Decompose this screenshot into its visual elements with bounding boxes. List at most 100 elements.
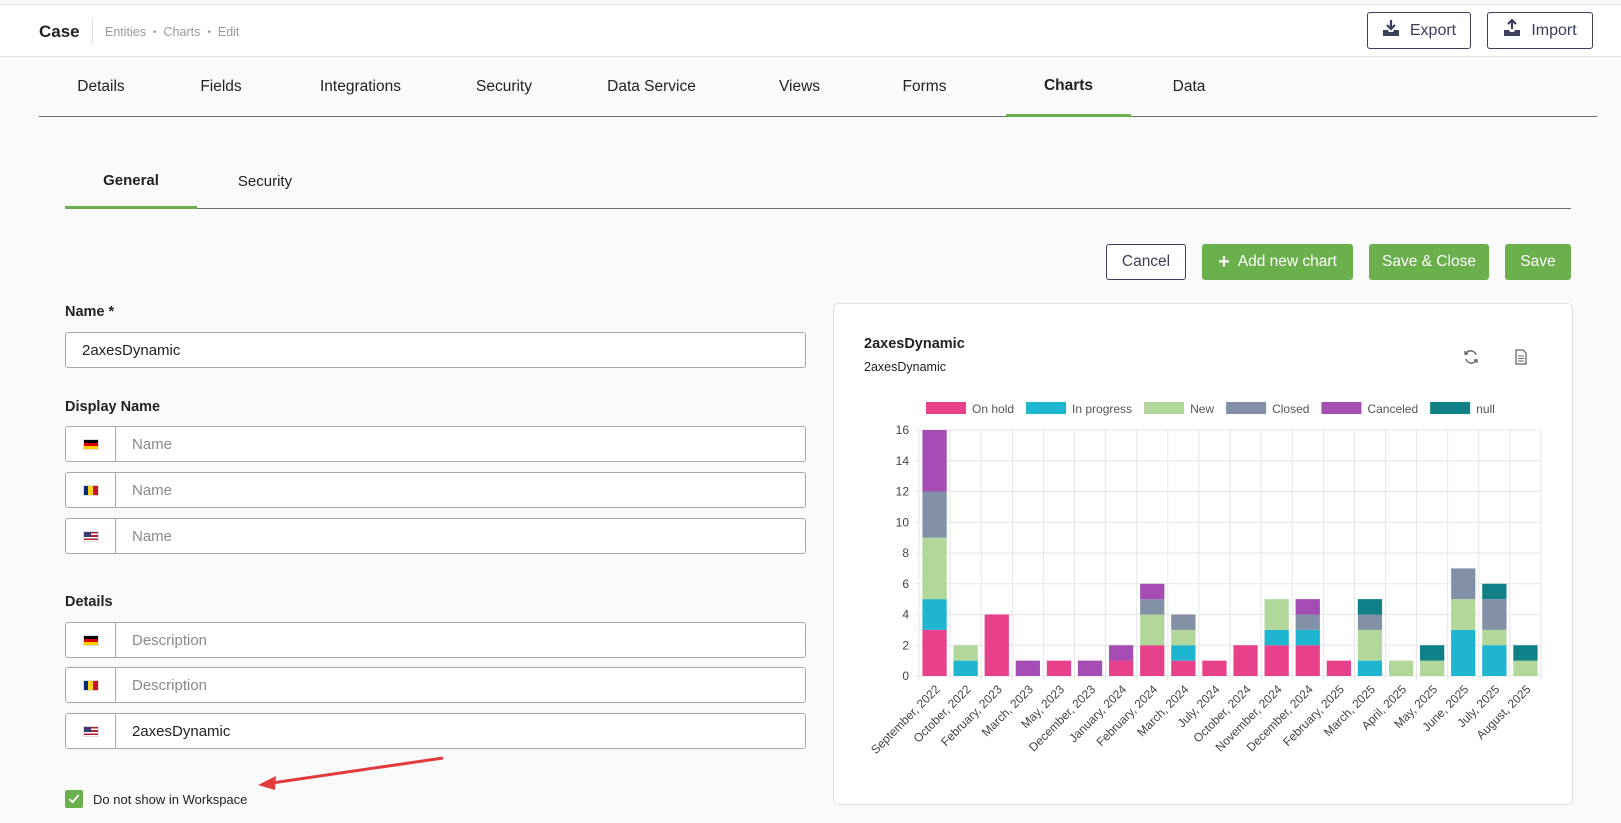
tab-views[interactable]: Views: [778, 78, 821, 95]
display-name-field-ro[interactable]: Name: [65, 472, 806, 508]
tab-data-service[interactable]: Data Service: [607, 78, 696, 95]
save-close-button[interactable]: Save & Close: [1369, 244, 1489, 280]
details-input-ro[interactable]: Description: [132, 676, 208, 694]
bar-segment: [1140, 599, 1165, 615]
y-tick-label: 6: [902, 577, 909, 591]
bar-segment: [1326, 660, 1351, 676]
bar-segment: [1482, 645, 1507, 676]
bar-segment: [1513, 660, 1538, 676]
y-tick-label: 14: [896, 454, 910, 468]
page-content: Details Fields Integrations Security Dat…: [0, 57, 1621, 823]
details-input-us[interactable]: 2axesDynamic: [132, 722, 231, 740]
import-label: Import: [1531, 21, 1577, 39]
hide-workspace-checkbox[interactable]: [65, 790, 83, 808]
bar-segment: [1109, 660, 1134, 676]
bar-segment: [1171, 614, 1196, 630]
details-input-de[interactable]: Description: [132, 631, 208, 649]
flag-us-icon: [66, 714, 116, 748]
bar-segment: [1202, 660, 1227, 676]
legend-label: New: [1190, 402, 1214, 416]
y-tick-label: 16: [896, 423, 910, 437]
bar-segment: [1171, 629, 1196, 646]
bar-segment: [1451, 599, 1476, 630]
flag-de-icon: [66, 623, 116, 657]
bar-segment: [922, 629, 947, 676]
sub-tabs: General Security: [65, 154, 1571, 209]
subtab-general[interactable]: General: [65, 154, 197, 209]
tab-integrations[interactable]: Integrations: [320, 78, 401, 95]
cancel-button[interactable]: Cancel: [1106, 244, 1186, 280]
subtab-security[interactable]: Security: [237, 173, 293, 190]
legend-label: Closed: [1272, 402, 1309, 416]
bar-segment: [1482, 583, 1507, 600]
bar-segment: [953, 660, 978, 676]
bar-segment: [1420, 660, 1445, 676]
legend-swatch: [1144, 402, 1185, 414]
breadcrumb-separator: •: [207, 26, 211, 38]
save-button[interactable]: Save: [1505, 244, 1571, 280]
bar-segment: [922, 430, 947, 492]
download-icon: [1382, 19, 1400, 42]
add-new-chart-button[interactable]: + Add new chart: [1202, 244, 1353, 280]
bar-segment: [1357, 599, 1383, 615]
y-tick-label: 8: [902, 546, 909, 560]
breadcrumb-entities[interactable]: Entities: [105, 25, 146, 39]
bar-segment: [1140, 645, 1165, 676]
bar-segment: [1388, 660, 1414, 676]
bar-segment: [1295, 645, 1320, 676]
refresh-icon[interactable]: [1462, 348, 1480, 366]
bar-segment: [1482, 599, 1507, 630]
tab-forms[interactable]: Forms: [902, 78, 947, 95]
bar-segment: [1264, 599, 1289, 630]
name-input[interactable]: 2axesDynamic: [65, 332, 806, 368]
details-label: Details: [65, 594, 113, 610]
bar-segment: [1171, 660, 1196, 676]
tab-details[interactable]: Details: [77, 78, 125, 95]
legend-swatch: [1430, 402, 1471, 414]
export-button[interactable]: Export: [1367, 12, 1471, 49]
bar-segment: [1140, 614, 1165, 646]
name-label: Name *: [65, 304, 115, 320]
details-field-de[interactable]: Description: [65, 622, 806, 658]
hide-workspace-label[interactable]: Do not show in Workspace: [93, 792, 248, 807]
tab-fields[interactable]: Fields: [200, 78, 242, 95]
top-border: [0, 4, 1621, 5]
bar-segment: [1357, 629, 1383, 661]
flag-ro-icon: [66, 668, 116, 702]
legend-swatch: [1026, 402, 1067, 414]
y-tick-label: 0: [902, 669, 909, 683]
display-name-field-de[interactable]: Name: [65, 426, 806, 462]
chart-title: 2axesDynamic: [864, 336, 965, 352]
display-name-field-us[interactable]: Name: [65, 518, 806, 554]
page-title: Case: [39, 22, 80, 41]
document-icon[interactable]: [1512, 348, 1530, 366]
display-name-label: Display Name: [65, 399, 161, 415]
bar-segment: [1420, 645, 1445, 661]
bar-segment: [922, 491, 947, 538]
breadcrumb: Entities • Charts • Edit: [105, 25, 239, 39]
bar-segment: [1357, 614, 1383, 630]
bar-segment: [1482, 629, 1507, 646]
bar-segment: [1357, 660, 1383, 676]
app-header: Case Entities • Charts • Edit Export Imp…: [0, 5, 1621, 57]
tab-data[interactable]: Data: [1172, 78, 1206, 95]
display-name-input-de[interactable]: Name: [132, 435, 173, 453]
details-field-us[interactable]: 2axesDynamic: [65, 713, 806, 749]
main-tabs: Details Fields Integrations Security Dat…: [39, 57, 1597, 117]
export-label: Export: [1409, 21, 1457, 39]
tab-security[interactable]: Security: [476, 78, 532, 95]
breadcrumb-edit: Edit: [217, 25, 240, 39]
display-name-input-ro[interactable]: Name: [132, 481, 173, 499]
display-name-input-us[interactable]: Name: [132, 527, 173, 545]
details-field-ro[interactable]: Description: [65, 667, 806, 703]
bar-segment: [1451, 629, 1476, 676]
bar-segment: [1295, 629, 1320, 646]
y-tick-label: 2: [902, 638, 909, 652]
y-tick-label: 4: [902, 608, 909, 622]
import-button[interactable]: Import: [1487, 12, 1593, 49]
legend-label: Canceled: [1367, 402, 1418, 416]
flag-de-icon: [66, 427, 116, 461]
chart-subtitle: 2axesDynamic: [864, 360, 946, 374]
tab-charts[interactable]: Charts: [1006, 57, 1131, 117]
breadcrumb-charts[interactable]: Charts: [163, 25, 201, 39]
